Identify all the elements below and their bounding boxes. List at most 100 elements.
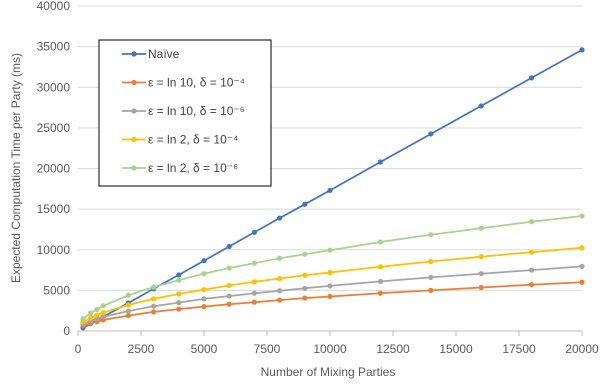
y-tick-label: 20000 bbox=[37, 162, 71, 176]
data-point bbox=[201, 258, 207, 264]
data-point bbox=[125, 302, 131, 308]
data-point bbox=[251, 260, 257, 266]
legend-label: ε = ln 10, δ = 10⁻⁴ bbox=[148, 76, 245, 90]
legend-label: ε = ln 2, δ = 10⁻⁶ bbox=[148, 161, 238, 175]
data-point bbox=[176, 277, 182, 283]
x-axis-tick-labels: 0 2500 5000 7500 10000 12500 15000 17500 20000 bbox=[75, 342, 599, 356]
data-point bbox=[176, 291, 182, 297]
legend-item: ε = ln 10, δ = 10⁻⁴ bbox=[122, 76, 245, 90]
data-point bbox=[327, 269, 333, 276]
data-point bbox=[277, 275, 283, 282]
data-point bbox=[529, 75, 535, 81]
series-5 bbox=[80, 213, 585, 322]
y-tick-label: 40000 bbox=[37, 0, 71, 13]
data-point bbox=[151, 309, 157, 315]
data-point bbox=[277, 215, 283, 221]
data-point bbox=[251, 299, 257, 305]
data-point bbox=[327, 187, 333, 194]
legend-box bbox=[98, 39, 272, 187]
data-point bbox=[377, 290, 383, 296]
data-point bbox=[478, 271, 484, 277]
data-point bbox=[478, 254, 484, 260]
data-point bbox=[478, 284, 484, 291]
data-point bbox=[88, 310, 94, 316]
data-point bbox=[151, 284, 157, 290]
data-point bbox=[201, 271, 207, 277]
data-point bbox=[251, 279, 257, 285]
data-point bbox=[80, 316, 86, 322]
y-axis-title: Expected Computation Time per Party (ms) bbox=[9, 53, 23, 283]
data-point bbox=[226, 301, 232, 307]
y-axis-tick-labels: 0 5000 10000 15000 20000 25000 30000 35000 40000 bbox=[37, 0, 71, 338]
x-axis-title: Number of Mixing Parties bbox=[261, 365, 396, 379]
data-point bbox=[428, 287, 434, 293]
data-point bbox=[302, 295, 308, 301]
data-point bbox=[94, 306, 100, 313]
data-point bbox=[277, 288, 283, 294]
data-point bbox=[327, 293, 333, 300]
data-point bbox=[201, 296, 207, 302]
legend-label: Naïve bbox=[148, 47, 180, 61]
data-point bbox=[428, 232, 434, 238]
data-point bbox=[125, 292, 131, 298]
legend-marker bbox=[131, 165, 137, 171]
data-point bbox=[529, 219, 535, 225]
y-tick-label: 5000 bbox=[43, 283, 70, 297]
data-point bbox=[226, 265, 232, 271]
data-point bbox=[201, 286, 207, 293]
legend: Naïve ε = ln 10, δ = 10⁻⁴ ε = ln 10, δ = 1… bbox=[98, 39, 272, 187]
data-point bbox=[302, 285, 308, 291]
data-point bbox=[377, 264, 383, 270]
legend-marker bbox=[131, 51, 137, 57]
legend-item: ε = ln 2, δ = 10⁻⁴ bbox=[122, 133, 238, 147]
data-point bbox=[579, 279, 585, 285]
legend-item: ε = ln 10, δ = 10⁻⁶ bbox=[122, 104, 245, 118]
data-point bbox=[478, 103, 484, 109]
data-point bbox=[327, 283, 333, 289]
legend-label: ε = ln 2, δ = 10⁻⁴ bbox=[148, 133, 238, 147]
data-point bbox=[88, 315, 94, 321]
legend-marker bbox=[131, 136, 137, 143]
series-4 bbox=[80, 245, 585, 325]
legend-marker bbox=[131, 108, 137, 114]
data-point bbox=[529, 267, 535, 273]
data-point bbox=[100, 310, 106, 316]
legend-marker bbox=[131, 79, 137, 86]
y-tick-label: 25000 bbox=[37, 121, 71, 135]
x-tick-label: 7500 bbox=[254, 342, 281, 356]
data-point bbox=[176, 299, 182, 306]
data-point bbox=[428, 274, 434, 280]
data-point bbox=[125, 308, 131, 314]
axes bbox=[77, 330, 583, 336]
data-point bbox=[251, 290, 257, 296]
x-tick-label: 0 bbox=[75, 342, 82, 356]
data-point bbox=[201, 304, 207, 310]
data-point bbox=[377, 159, 383, 165]
data-point bbox=[94, 312, 100, 318]
data-point bbox=[377, 278, 383, 285]
data-point bbox=[302, 251, 308, 257]
data-point bbox=[478, 225, 484, 231]
data-series bbox=[80, 47, 585, 331]
legend-item: Naïve bbox=[122, 47, 180, 61]
legend-label: ε = ln 10, δ = 10⁻⁶ bbox=[148, 104, 245, 118]
y-tick-label: 35000 bbox=[37, 40, 71, 54]
x-tick-label: 15000 bbox=[439, 342, 473, 356]
data-point bbox=[302, 201, 308, 207]
data-point bbox=[579, 47, 585, 53]
data-point bbox=[94, 316, 100, 322]
y-tick-label: 30000 bbox=[37, 80, 71, 94]
data-point bbox=[428, 258, 434, 265]
data-point bbox=[176, 306, 182, 312]
data-point bbox=[226, 293, 232, 299]
data-point bbox=[579, 213, 585, 219]
x-tick-label: 5000 bbox=[191, 342, 218, 356]
data-point bbox=[529, 282, 535, 288]
y-tick-label: 10000 bbox=[37, 243, 71, 257]
data-point bbox=[277, 297, 283, 303]
data-point bbox=[100, 303, 106, 309]
data-point bbox=[327, 247, 333, 253]
data-point bbox=[151, 296, 157, 302]
data-point bbox=[125, 312, 131, 319]
